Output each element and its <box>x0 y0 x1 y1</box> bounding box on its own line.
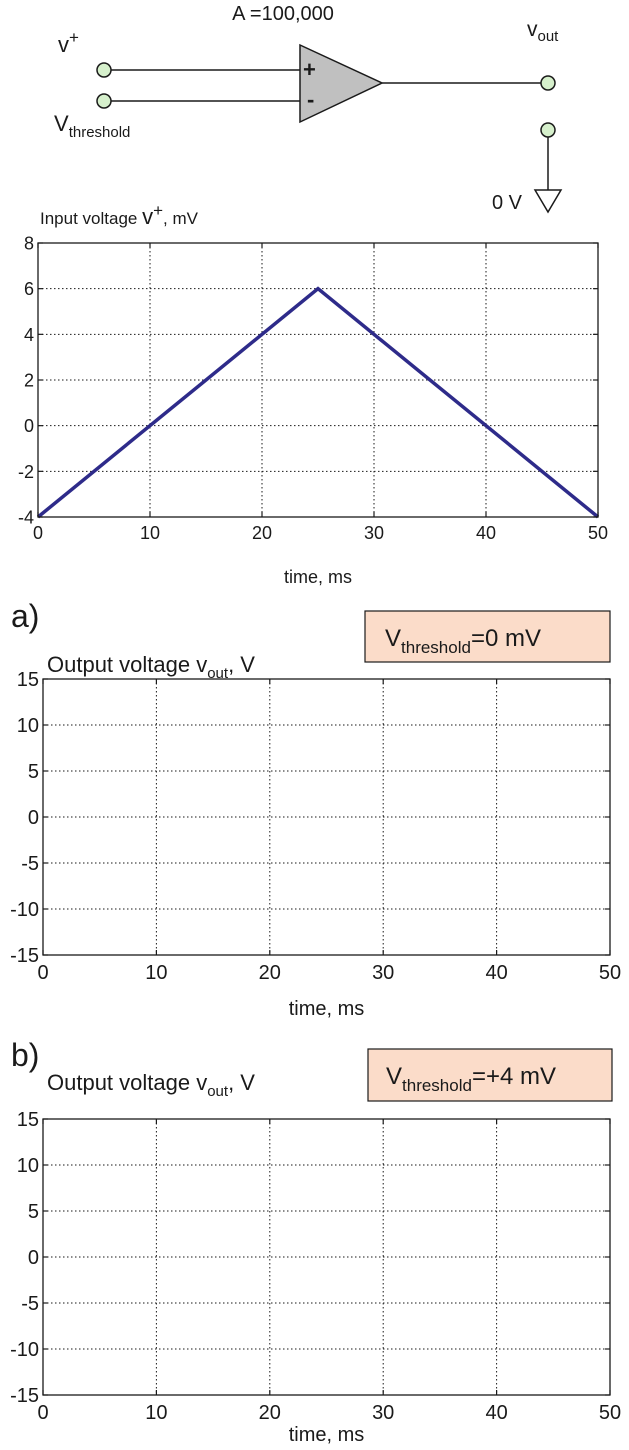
input-chart-title-unit: , mV <box>163 209 199 228</box>
output-chart-a-title-main: Output voltage <box>47 652 196 677</box>
output-chart-a-ytick-label-10: 10 <box>17 715 39 737</box>
input-chart-xtick-label-40: 40 <box>476 523 496 543</box>
vout-label: vout <box>527 18 559 45</box>
output-chart-a-ytick-label--5: -5 <box>21 853 39 875</box>
threshold-box-b-main: V <box>386 1063 402 1090</box>
output-chart-a-xtick-label-20: 20 <box>259 962 281 984</box>
input-chart-xtick-label-0: 0 <box>33 523 43 543</box>
output-chart-b-xtick-label-50: 50 <box>599 1402 621 1424</box>
input-chart-xtick-label-30: 30 <box>364 523 384 543</box>
input-chart: Input voltage v+, mV 0 10 20 30 40 50 -4 -2 0 2 4 6… <box>18 201 608 587</box>
output-chart-b-title-sub: out <box>207 1083 229 1100</box>
output-chart-b-ytick-label-5: 5 <box>28 1201 39 1223</box>
output-chart-b-xtick-label-20: 20 <box>259 1402 281 1424</box>
output-chart-a-panel-label: a) <box>11 598 39 634</box>
threshold-box-a-main: V <box>385 625 401 652</box>
output-chart-b-xtick-label-0: 0 <box>37 1402 48 1424</box>
output-chart-a-title-var: v <box>196 652 207 677</box>
output-chart-a-xtick-label-30: 30 <box>372 962 394 984</box>
output-chart-b-title-main: Output voltage <box>47 1070 196 1095</box>
output-chart-b-ytick-label--5: -5 <box>21 1293 39 1315</box>
output-chart-b-xlabel: time, ms <box>289 1424 365 1446</box>
vout-terminal <box>540 75 556 91</box>
vplus-terminal <box>96 62 112 78</box>
input-chart-xtick-label-20: 20 <box>252 523 272 543</box>
ground-label: 0 V <box>492 192 523 214</box>
output-chart-a-xtick-label-10: 10 <box>145 962 167 984</box>
input-chart-series-line-0 <box>36 286 600 519</box>
output-chart-b-ytick-label--10: -10 <box>10 1339 39 1361</box>
threshold-box-a-sub: threshold <box>401 638 471 657</box>
input-chart-title: Input voltage v+, mV <box>40 201 199 229</box>
threshold-box-b <box>367 1048 613 1102</box>
output-chart-a: a) Output voltage vout, V Vthreshold=0 m… <box>10 598 621 1020</box>
output-chart-a-ytick-label-5: 5 <box>28 761 39 783</box>
gain-label: A =100,000 <box>232 3 334 25</box>
output-chart-a-ytick-label-0: 0 <box>28 807 39 829</box>
input-chart-ytick-label--2: -2 <box>18 462 34 482</box>
threshold-box-b-sub: threshold <box>402 1076 472 1095</box>
output-chart-a-title-unit: , V <box>228 652 255 677</box>
threshold-box-b-text: Vthreshold=+4 mV <box>386 1063 556 1095</box>
threshold-box-a <box>364 610 611 663</box>
opamp-triangle <box>299 43 384 124</box>
output-chart-a-plot: 0 10 20 30 40 50 -15 -10 -5 0 5 10 15 time, ms <box>10 669 621 1020</box>
input-chart-plot: 0 10 20 30 40 50 -4 -2 0 2 4 6 8 time, ms <box>18 233 608 587</box>
circuit-diagram: A =100,000 v+ Vthreshold + - vout 0 V <box>54 3 563 214</box>
input-chart-ytick-label-8: 8 <box>24 233 34 253</box>
output-chart-a-xtick-label-40: 40 <box>485 962 507 984</box>
vout-label-main: v <box>527 18 538 41</box>
vthreshold-label-sub: threshold <box>69 124 131 141</box>
input-chart-title-var: v <box>142 204 153 229</box>
vplus-label: v+ <box>58 28 79 57</box>
ground-symbol <box>533 189 563 214</box>
input-chart-xlabel: time, ms <box>284 567 352 587</box>
threshold-box-b-value: =+4 mV <box>472 1063 556 1090</box>
input-chart-ytick-label-4: 4 <box>24 325 34 345</box>
output-chart-b-xtick-label-30: 30 <box>372 1402 394 1424</box>
opamp-minus-sign: - <box>307 87 314 112</box>
threshold-box-a-text: Vthreshold=0 mV <box>385 625 541 657</box>
input-chart-xtick-label-50: 50 <box>588 523 608 543</box>
vthreshold-label: Vthreshold <box>54 111 130 141</box>
output-chart-a-ytick-label-15: 15 <box>17 669 39 691</box>
output-chart-b-ytick-label--15: -15 <box>10 1385 39 1407</box>
output-chart-a-ytick-label--15: -15 <box>10 945 39 967</box>
output-chart-a-xtick-label-0: 0 <box>37 962 48 984</box>
opamp-plus-sign: + <box>303 57 316 82</box>
vout-label-sub: out <box>538 28 560 45</box>
output-chart-b-title: Output voltage vout, V <box>47 1070 255 1100</box>
vthreshold-terminal <box>96 93 112 109</box>
vthreshold-label-main: V <box>54 111 69 136</box>
output-chart-b-panel-label: b) <box>11 1037 39 1073</box>
vplus-label-main: v <box>58 32 69 57</box>
ground-terminal <box>540 122 556 138</box>
output-chart-b-title-var: v <box>196 1070 207 1095</box>
input-chart-ytick-label-6: 6 <box>24 279 34 299</box>
vplus-label-sup: + <box>69 28 79 47</box>
output-chart-b-ytick-label-15: 15 <box>17 1109 39 1131</box>
output-chart-a-ytick-label--10: -10 <box>10 899 39 921</box>
input-chart-ytick-label-0: 0 <box>24 416 34 436</box>
input-chart-xtick-label-10: 10 <box>140 523 160 543</box>
output-chart-b-ytick-label-10: 10 <box>17 1155 39 1177</box>
output-chart-b: b) Output voltage vout, V Vthreshold=+4 … <box>10 1037 621 1446</box>
input-chart-ytick-label--4: -4 <box>18 507 34 527</box>
output-chart-a-title: Output voltage vout, V <box>47 652 255 682</box>
input-chart-title-main: Input voltage <box>40 209 142 228</box>
input-chart-ytick-label-2: 2 <box>24 370 34 390</box>
output-chart-a-title-sub: out <box>207 665 229 682</box>
output-chart-b-ytick-label-0: 0 <box>28 1247 39 1269</box>
output-chart-b-title-unit: , V <box>228 1070 255 1095</box>
output-chart-a-xlabel: time, ms <box>289 998 365 1020</box>
output-chart-b-plot: 0 10 20 30 40 50 -15 -10 -5 0 5 10 15 time, ms <box>10 1109 621 1446</box>
output-chart-b-xtick-label-10: 10 <box>145 1402 167 1424</box>
input-chart-title-sup: + <box>153 201 163 220</box>
threshold-box-a-value: =0 mV <box>471 625 541 652</box>
output-chart-b-xtick-label-40: 40 <box>485 1402 507 1424</box>
output-chart-a-xtick-label-50: 50 <box>599 962 621 984</box>
